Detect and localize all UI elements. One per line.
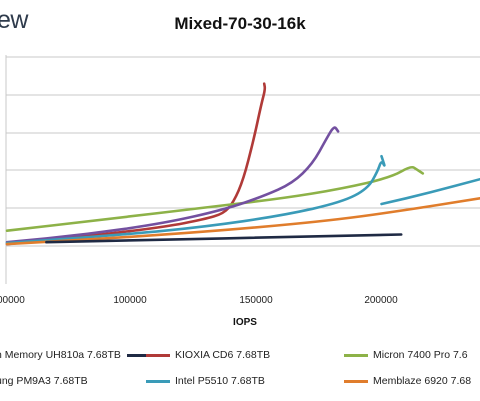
chart-title: Mixed-70-30-16k	[174, 14, 306, 33]
x-tick-label: 00000	[0, 295, 25, 306]
legend-item-2: KIOXIA CD6 7.68TB	[146, 348, 270, 362]
legend-swatch-6	[344, 379, 368, 383]
legend-item-6: Memblaze 6920 7.68	[344, 374, 471, 388]
legend-label-5: Intel P5510 7.68TB	[175, 375, 265, 387]
x-tick-label: 100000	[113, 295, 147, 306]
legend-item-1: n Memory UH810a 7.68TB	[0, 348, 156, 362]
x-axis-label: IOPS	[233, 317, 257, 328]
legend-item-5: Intel P5510 7.68TB	[146, 374, 265, 388]
legend-label-3: Micron 7400 Pro 7.6	[373, 349, 468, 361]
series-line-1	[45, 233, 403, 244]
legend-swatch-5	[146, 379, 170, 383]
legend-swatch-3	[344, 353, 368, 357]
legend-label-4: ung PM9A3 7.68TB	[0, 375, 88, 387]
x-tick-label: 200000	[364, 295, 398, 306]
legend-label-2: KIOXIA CD6 7.68TB	[175, 349, 271, 361]
legend-swatch-2	[146, 353, 170, 357]
series-line-5-extension	[380, 177, 480, 206]
series-line-4	[5, 126, 340, 244]
legend-item-4: ung PM9A3 7.68TB	[0, 374, 88, 388]
series-line-5	[5, 154, 386, 245]
series-line-2	[5, 82, 267, 246]
gridlines	[5, 55, 480, 284]
legend-swatch-1	[126, 353, 151, 357]
series-line-3	[5, 165, 425, 232]
x-tick-labels: 00000 100000 150000 200000	[0, 295, 398, 306]
legend-item-3: Micron 7400 Pro 7.6	[344, 348, 468, 362]
legend-label-1: n Memory UH810a 7.68TB	[0, 349, 121, 361]
series-lines	[5, 82, 480, 246]
logo-text: ew	[0, 6, 28, 34]
legend-label-6: Memblaze 6920 7.68	[373, 375, 472, 387]
x-tick-label: 150000	[239, 295, 273, 306]
